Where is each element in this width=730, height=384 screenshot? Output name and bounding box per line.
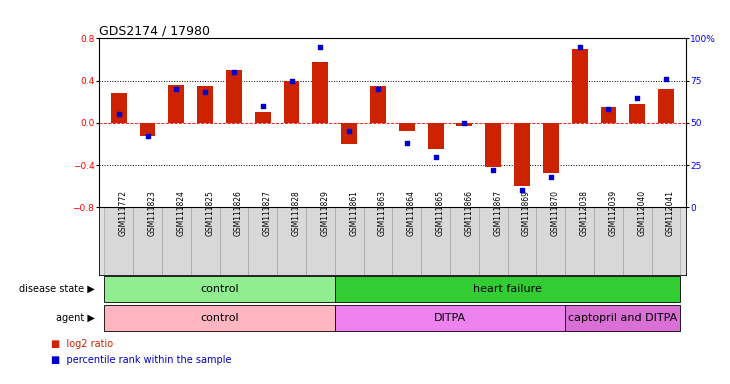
Point: [285, 78, 297, 84]
Bar: [104, 276, 335, 302]
Text: control: control: [200, 284, 239, 294]
Bar: [594, 207, 623, 275]
Point: [602, 106, 614, 113]
Bar: [507, 207, 537, 275]
Bar: [312, 62, 328, 123]
Bar: [421, 207, 450, 275]
Bar: [133, 207, 162, 275]
Text: GSM111870: GSM111870: [551, 190, 560, 236]
Point: [257, 103, 269, 109]
Point: [574, 44, 585, 50]
Text: captopril and DITPA: captopril and DITPA: [568, 313, 677, 323]
Bar: [111, 93, 126, 123]
Bar: [255, 112, 271, 123]
Bar: [601, 107, 616, 123]
Point: [545, 174, 557, 180]
Bar: [652, 207, 680, 275]
Text: GSM111866: GSM111866: [464, 190, 473, 236]
Bar: [335, 207, 364, 275]
Text: GSM112039: GSM112039: [608, 190, 618, 236]
Bar: [456, 123, 472, 126]
Point: [142, 133, 153, 139]
Bar: [537, 207, 565, 275]
Bar: [572, 49, 588, 123]
Bar: [399, 123, 415, 131]
Text: heart failure: heart failure: [473, 284, 542, 294]
Bar: [543, 123, 558, 172]
Point: [372, 86, 384, 92]
Bar: [623, 207, 652, 275]
Text: GSM111825: GSM111825: [205, 190, 214, 236]
Text: GSM111869: GSM111869: [522, 190, 531, 236]
Bar: [335, 305, 565, 331]
Bar: [565, 305, 680, 331]
Point: [631, 94, 643, 101]
Bar: [393, 207, 421, 275]
Text: GSM111863: GSM111863: [378, 190, 387, 236]
Text: GSM111864: GSM111864: [407, 190, 416, 236]
Bar: [306, 207, 335, 275]
Point: [458, 120, 470, 126]
Bar: [629, 104, 645, 123]
Text: GSM111861: GSM111861: [349, 190, 358, 236]
Point: [430, 154, 442, 160]
Text: GSM111867: GSM111867: [493, 190, 502, 236]
Bar: [565, 207, 594, 275]
Bar: [658, 89, 674, 123]
Bar: [162, 207, 191, 275]
Point: [171, 86, 182, 92]
Bar: [428, 123, 444, 149]
Bar: [341, 123, 357, 144]
Text: GSM111829: GSM111829: [320, 190, 329, 236]
Bar: [139, 123, 155, 136]
Text: ■  percentile rank within the sample: ■ percentile rank within the sample: [51, 355, 231, 365]
Text: GSM111827: GSM111827: [263, 190, 272, 236]
Point: [315, 44, 326, 50]
Bar: [248, 207, 277, 275]
Text: GSM111824: GSM111824: [177, 190, 185, 236]
Point: [660, 76, 672, 82]
Text: GSM111826: GSM111826: [234, 190, 243, 236]
Text: DITPA: DITPA: [434, 313, 466, 323]
Bar: [277, 207, 306, 275]
Text: agent ▶: agent ▶: [56, 313, 95, 323]
Text: GSM111823: GSM111823: [147, 190, 156, 236]
Text: GDS2174 / 17980: GDS2174 / 17980: [99, 24, 210, 37]
Bar: [220, 207, 248, 275]
Point: [199, 89, 211, 96]
Text: GSM112038: GSM112038: [580, 190, 588, 236]
Text: disease state ▶: disease state ▶: [19, 284, 95, 294]
Point: [113, 111, 125, 118]
Text: GSM111828: GSM111828: [291, 190, 301, 236]
Bar: [370, 86, 386, 123]
Text: GSM111772: GSM111772: [119, 190, 128, 236]
Bar: [104, 305, 335, 331]
Bar: [284, 81, 299, 123]
Point: [488, 167, 499, 173]
Text: GSM112040: GSM112040: [637, 190, 646, 236]
Bar: [197, 86, 213, 123]
Bar: [191, 207, 220, 275]
Point: [228, 69, 239, 75]
Text: control: control: [200, 313, 239, 323]
Bar: [226, 70, 242, 123]
Point: [516, 187, 528, 194]
Bar: [450, 207, 479, 275]
Bar: [485, 123, 501, 167]
Bar: [169, 85, 184, 123]
Text: GSM112041: GSM112041: [666, 190, 675, 236]
Bar: [479, 207, 507, 275]
Text: ■  log2 ratio: ■ log2 ratio: [51, 339, 113, 349]
Point: [401, 140, 412, 146]
Text: GSM111865: GSM111865: [436, 190, 445, 236]
Bar: [335, 276, 680, 302]
Bar: [104, 207, 133, 275]
Bar: [514, 123, 530, 186]
Bar: [364, 207, 393, 275]
Point: [343, 128, 355, 134]
